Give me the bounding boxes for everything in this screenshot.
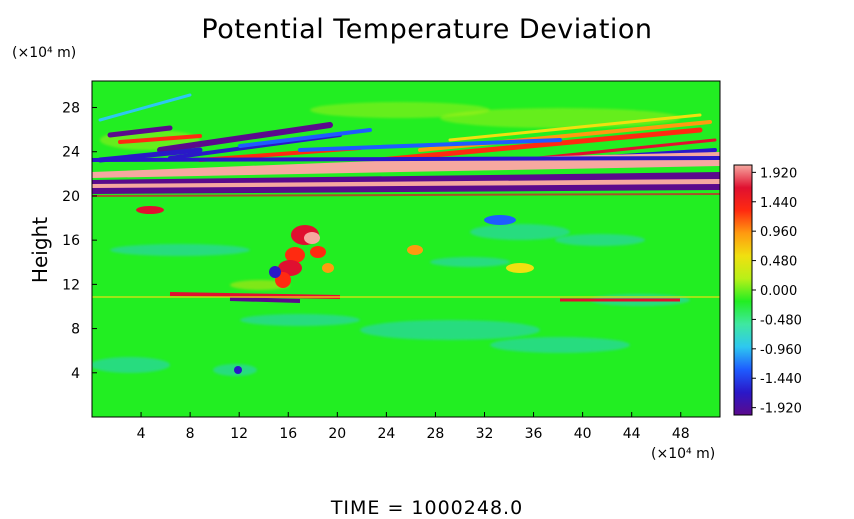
x-tick-label: 20 <box>328 426 346 442</box>
field-patch <box>230 280 290 290</box>
y-axis-unit: (×10⁴ m) <box>12 45 77 61</box>
field-convection <box>310 246 326 258</box>
field-patch <box>555 234 645 246</box>
x-axis: 4 8 12 16 20 24 28 32 36 40 44 48 <box>137 412 690 442</box>
plot-frame <box>91 80 721 418</box>
field-convection <box>278 260 302 276</box>
field-convection <box>285 247 305 263</box>
y-tick-label: 24 <box>62 145 80 161</box>
field-band-lower <box>92 184 720 194</box>
colorbar-tick-label: 1.920 <box>760 166 797 181</box>
field-streak <box>157 122 333 153</box>
colorbar-tick-label: 0.000 <box>760 284 797 299</box>
field-convection <box>322 263 334 273</box>
field-convection <box>269 266 281 278</box>
field-patch <box>234 366 242 374</box>
colorbar-tick-label: -0.480 <box>760 313 802 328</box>
field-patch <box>490 337 630 353</box>
field-band-blue <box>92 156 720 162</box>
colorbar-tick-label: -1.440 <box>760 372 802 387</box>
field-streak <box>98 93 192 122</box>
field-patch <box>470 224 570 240</box>
field-band-red <box>92 193 720 197</box>
y-tick-label: 12 <box>62 277 80 293</box>
y-axis: 4 8 12 16 20 24 28 <box>62 101 97 382</box>
y-tick-label: 16 <box>62 233 80 249</box>
field-patch <box>310 102 490 118</box>
colorbar-tick-label: -0.960 <box>760 343 802 358</box>
field-convection <box>304 232 320 244</box>
x-tick-label: 44 <box>623 426 641 442</box>
x-tick-label: 48 <box>672 426 690 442</box>
y-tick-label: 28 <box>62 101 80 117</box>
x-tick-label: 32 <box>476 426 494 442</box>
field-patch <box>92 357 170 373</box>
field-patch <box>407 245 423 255</box>
field-streak <box>448 113 702 142</box>
x-tick-label: 12 <box>230 426 248 442</box>
x-tick-label: 4 <box>137 426 146 442</box>
colorbar-tick-label: -1.920 <box>760 402 802 417</box>
field-lower-band <box>229 297 301 303</box>
field-streak <box>107 125 173 138</box>
colorbar-scale <box>733 164 753 416</box>
x-tick-label: 36 <box>525 426 543 442</box>
field-patch <box>430 257 510 267</box>
x-axis-unit: (×10⁴ m) <box>651 446 716 462</box>
field-patch <box>506 263 534 273</box>
field-patch <box>360 320 540 340</box>
temperature-field <box>92 81 720 417</box>
x-tick-label: 28 <box>427 426 445 442</box>
y-tick-label: 4 <box>71 366 80 382</box>
colorbar: 1.920 1.440 0.960 0.480 0.000 -0.480 -0.960 -1.… <box>733 164 802 417</box>
field-streak <box>118 134 202 144</box>
chart-title: Potential Temperature Deviation <box>201 14 653 45</box>
x-tick-label: 24 <box>377 426 395 442</box>
field-streak <box>238 128 372 148</box>
colorbar-tick-label: 0.480 <box>760 255 797 270</box>
y-tick-label: 8 <box>71 322 80 338</box>
field-streak <box>377 127 703 163</box>
field-patch <box>484 215 516 225</box>
field-streak <box>298 138 562 152</box>
colorbar-tick-label: 0.960 <box>760 225 797 240</box>
field-patch <box>110 244 250 256</box>
y-tick-label: 20 <box>62 189 80 205</box>
time-readout: TIME = 1000248.0 <box>330 497 524 519</box>
field-patch <box>136 206 164 214</box>
colorbar-tick-label: 1.440 <box>760 196 797 211</box>
x-tick-label: 40 <box>574 426 592 442</box>
field-patch <box>240 314 360 326</box>
x-tick-label: 8 <box>186 426 195 442</box>
x-tick-label: 16 <box>279 426 297 442</box>
